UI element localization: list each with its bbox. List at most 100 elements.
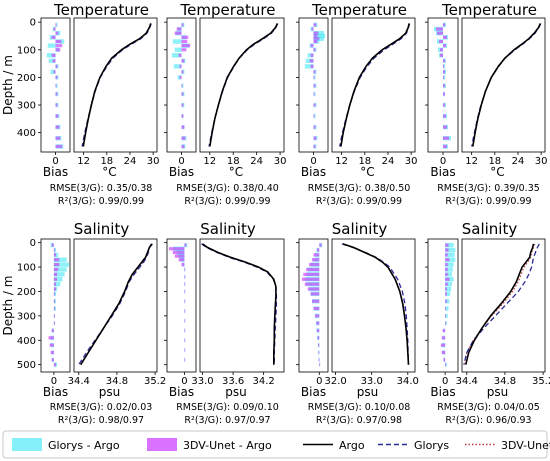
glorys-bias-bar [445, 306, 449, 311]
unet-bias-bar [179, 75, 182, 80]
unet-bias-bar [313, 37, 320, 41]
x-tick-label: 34.8 [106, 376, 128, 387]
unet-bias-bar [55, 144, 63, 149]
legend-swatch [12, 438, 42, 451]
unet-bias-bar [53, 292, 55, 296]
unet-bias-bar [55, 31, 59, 35]
profile-axes-frame [461, 17, 546, 153]
bias-axes-frame [427, 238, 459, 373]
unet-bias-bar [443, 84, 445, 88]
profile-axes-frame [199, 17, 285, 153]
glorys-bias-bar [313, 33, 326, 39]
unet-bias-bar [312, 258, 320, 262]
series-line-argo [340, 23, 410, 147]
glorys-bias-bar [445, 277, 454, 282]
depth-tick-label: 200 [17, 73, 36, 84]
unet-bias-bar [181, 59, 185, 63]
series-line-glorys [471, 23, 542, 147]
unet-bias-bar [440, 53, 443, 57]
rmse-label: RMSE(3/G): 0.38/0.40 [176, 183, 279, 194]
series-line-3dv-unet [202, 243, 277, 365]
x-axis-label: psu [487, 385, 508, 399]
unet-bias-bar [445, 253, 448, 257]
bias-axes-frame [166, 238, 197, 373]
unet-bias-bar [168, 247, 185, 251]
profile-axes: 12 18 24 30 °C [73, 17, 160, 179]
legend-frame [2, 430, 548, 459]
unet-bias-bar [51, 35, 56, 39]
unet-bias-bar [443, 70, 445, 74]
unet-bias-bar [445, 299, 447, 303]
bias-axes-frame [298, 238, 329, 373]
unet-bias-bar [445, 277, 450, 281]
depth-tick-label: 400 [17, 128, 36, 139]
unet-bias-bar [310, 292, 320, 296]
unet-bias-bar [184, 338, 186, 342]
unet-bias-bar [445, 243, 449, 247]
unet-bias-bar [53, 299, 55, 303]
unet-bias-bar [184, 289, 186, 294]
legend-item-argo: Argo [303, 439, 365, 452]
rmse-label: RMSE(3/G): 0.02/0.03 [50, 402, 153, 413]
unet-bias-bar [313, 253, 320, 257]
rmse-label: RMSE(3/G): 0.35/0.38 [50, 183, 153, 194]
glorys-bias-bar [47, 43, 56, 48]
depth-tick-label: 0 [30, 18, 36, 29]
x-tick-label: 30 [147, 156, 160, 167]
glorys-bias-bar [445, 286, 452, 292]
glorys-bias-bar [445, 257, 456, 262]
x-tick-label: 24 [512, 156, 525, 167]
depth-tick-label: 300 [17, 311, 36, 322]
r2-label: R²(3/G): 0.99/0.99 [316, 196, 402, 207]
glorys-bias-bar [46, 53, 56, 58]
subplot-title: Salinity [74, 220, 130, 238]
unet-bias-bar [313, 70, 316, 74]
unet-bias-bar [55, 103, 58, 107]
glorys-bias-bar [174, 47, 182, 52]
legend-item-3dv-unet: 3DV-Unet [465, 439, 550, 452]
glorys-bias-bar [53, 277, 63, 282]
glorys-bias-bar [445, 313, 448, 319]
legend-label: 3DV-Unet - Argo [183, 439, 272, 452]
x-axis-label: °C [490, 165, 504, 179]
series-line-3dv-unet [472, 23, 541, 147]
legend-label: Glorys - Argo [48, 439, 120, 452]
legend-label: Glorys [414, 439, 449, 452]
bias-tick-label: 0 [52, 156, 58, 167]
series-line-glorys [339, 23, 411, 147]
series-line-argo [82, 23, 152, 147]
depth-tick-label: 300 [17, 101, 36, 112]
x-tick-label: 18 [488, 156, 501, 167]
unet-bias-bar [441, 336, 446, 340]
bias-axes-frame [40, 238, 71, 373]
depth-axis-label: Depth / m [1, 55, 15, 115]
unet-bias-bar [51, 53, 56, 57]
bias-tick-label: 0 [316, 376, 322, 387]
unet-bias-bar [313, 48, 316, 52]
glorys-bias-bar [445, 299, 450, 304]
unet-bias-bar [445, 267, 448, 272]
unet-bias-bar [55, 136, 61, 140]
unet-bias-bar [49, 343, 54, 347]
x-tick-label: 24 [124, 156, 137, 167]
x-tick-label: 12 [77, 156, 90, 167]
unet-bias-bar [178, 53, 182, 57]
x-tick-label: 12 [335, 156, 348, 167]
r2-label: R²(3/G): 0.99/0.99 [445, 196, 531, 207]
profile-axes: 34.4 34.8 35.2 psu [68, 238, 166, 399]
unet-bias-bar [174, 254, 185, 258]
unet-bias-bar [55, 92, 58, 96]
unet-bias-bar [445, 363, 446, 367]
x-tick-label: 30 [405, 156, 418, 167]
unet-bias-bar [304, 282, 320, 286]
unet-bias-bar [53, 363, 57, 367]
bias-axis-label: Bias [301, 385, 326, 399]
unet-bias-bar [55, 48, 61, 52]
unet-bias-bar [55, 125, 60, 129]
unet-bias-bar [181, 35, 189, 39]
